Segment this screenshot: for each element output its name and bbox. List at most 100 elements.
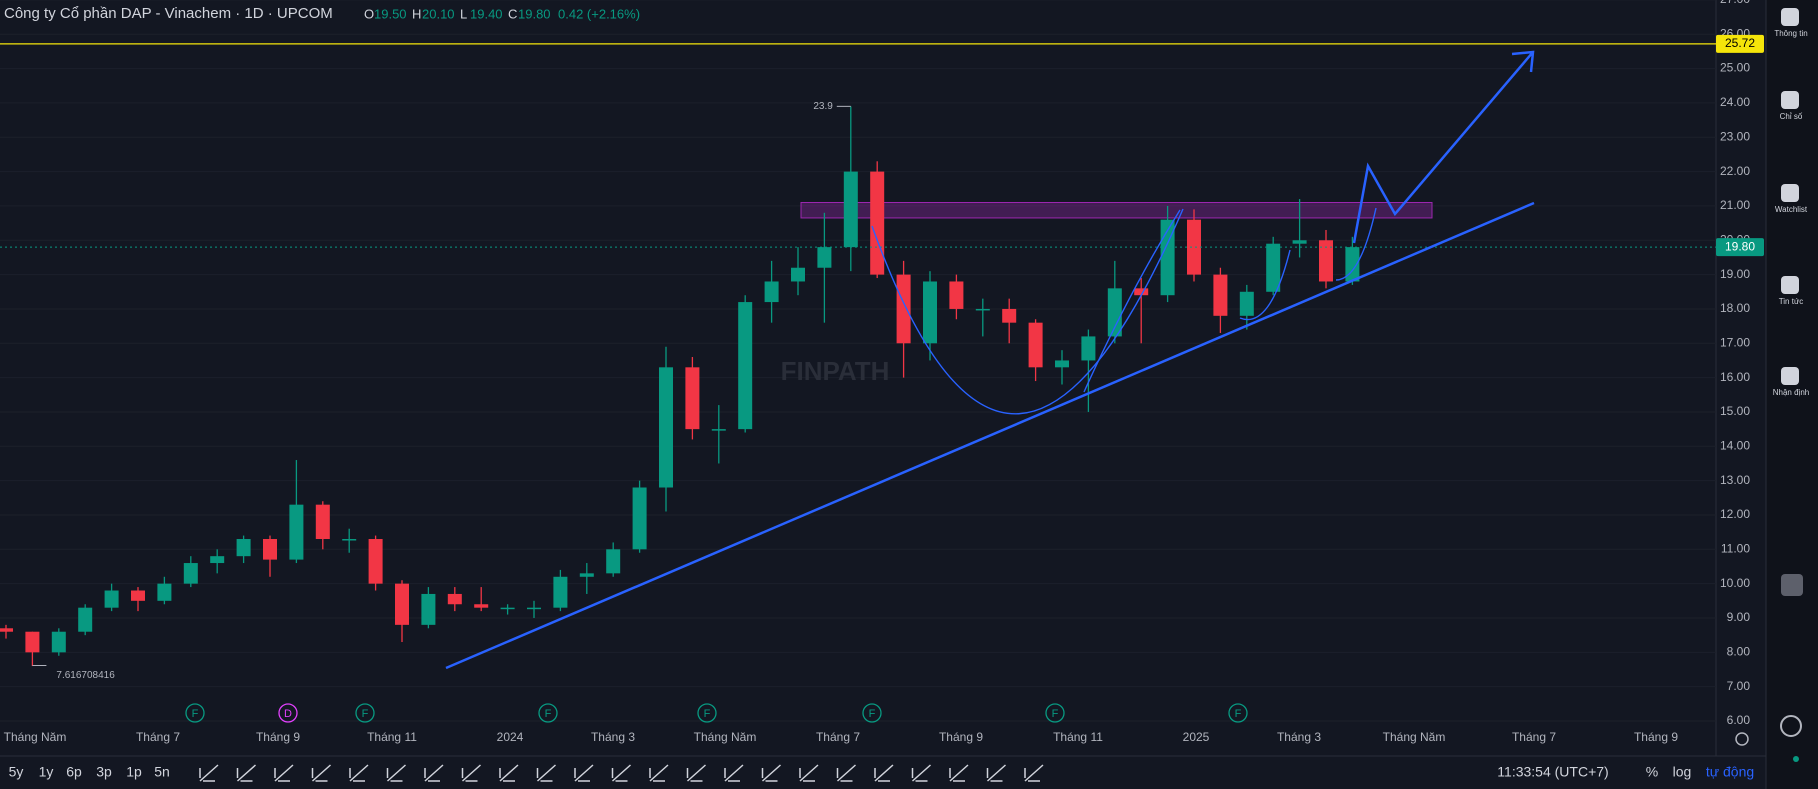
drawing-tool[interactable] [761,764,781,782]
drawing-tool[interactable] [649,764,669,782]
drawing-tool[interactable] [949,764,969,782]
drawing-tool[interactable] [799,764,819,782]
event-label: F [1235,708,1242,720]
ui: F D F F F F F F Công ty Cổ phần DAP - Vinachem ·… [4,5,1809,782]
plot: 6.00 7.00 8.00 9.00 10.00 11.00 12.00 13.00 14.0… [0,0,1764,744]
candle-body [104,590,119,608]
drawing-tool[interactable] [424,764,444,782]
range-button[interactable]: 6p [66,764,82,780]
candle-body [78,607,93,632]
event-marker[interactable] [538,703,558,723]
drawing-tool[interactable] [874,764,894,782]
clock: 11:33:54 (UTC+7) [1497,764,1608,780]
candle-body [315,504,330,540]
auto-toggle[interactable]: tự động [1706,764,1754,780]
sidebar-icon[interactable] [1781,276,1799,294]
candle-body [1160,219,1175,296]
candle-body [659,367,673,488]
candle-body [817,247,832,268]
settings-icon[interactable] [1780,715,1802,737]
drawing-tool[interactable] [574,764,594,782]
candle-body [1345,247,1360,282]
ohlc-value: 20.10 [422,6,455,21]
ohlc-key: O [364,6,374,21]
sidebar-icon[interactable] [1781,574,1803,596]
drawing-tool[interactable] [499,764,519,782]
event-marker[interactable] [1045,703,1065,723]
candle-body [1266,243,1281,292]
candle-body [183,563,198,584]
candle-body [1081,336,1096,361]
drawing-tool[interactable] [986,764,1006,782]
candle-body [500,607,515,610]
y-tick-label: 15.00 [1720,404,1750,418]
x-tick-label: Tháng Năm [694,730,757,744]
x-tick-label: Tháng 3 [1277,730,1321,744]
drawing-tool[interactable] [686,764,706,782]
event-label: F [704,708,711,720]
drawing-tool[interactable] [536,764,556,782]
candle-body [25,631,40,653]
candle-body [1319,240,1333,282]
projection-arrow [1352,50,1535,244]
sidebar-label[interactable]: Chỉ số [1780,112,1803,121]
event-marker[interactable] [185,703,205,723]
x-tick-label: Tháng Năm [1383,730,1446,744]
x-tick-label: Tháng 3 [591,730,635,744]
drawing-tool[interactable] [311,764,331,782]
sidebar-label[interactable]: Tin tức [1779,297,1804,306]
y-tick-label: 10.00 [1720,576,1750,590]
event-marker[interactable] [1228,703,1248,723]
curve [1335,207,1377,281]
ohlc-key: L [460,6,467,21]
x-tick-label: 2024 [497,730,524,744]
sidebar-label[interactable]: Nhận định [1773,388,1809,397]
candle-body [553,576,568,608]
ohlc-value: 19.50 [374,6,407,21]
drawing-tool[interactable] [386,764,406,782]
percent-toggle[interactable]: % [1646,764,1658,780]
drawing-tool[interactable] [724,764,744,782]
event-marker[interactable] [355,703,375,723]
candle-body [1292,240,1307,244]
sidebar-icon[interactable] [1781,367,1799,385]
event-marker[interactable] [862,703,882,723]
y-tick-label: 23.00 [1720,129,1750,143]
candle-body [975,308,990,311]
range-button[interactable]: 1y [39,764,54,780]
candle-body [395,583,409,625]
resistance-zone [800,201,1433,219]
sidebar-icon[interactable] [1781,8,1799,26]
event-marker[interactable] [697,703,717,723]
x-tick-label: Tháng 11 [367,730,417,744]
range-button[interactable]: 5y [9,764,24,780]
log-toggle[interactable]: log [1673,764,1692,780]
drawing-tool[interactable] [911,764,931,782]
drawing-tool[interactable] [1024,764,1044,782]
drawing-tool[interactable] [349,764,369,782]
x-tick-label: Tháng 9 [256,730,300,744]
drawing-tool[interactable] [199,764,219,782]
drawing-tool[interactable] [236,764,256,782]
x-tick-label: 2025 [1183,730,1210,744]
candle-body [579,573,594,577]
sidebar-icon[interactable] [1781,91,1799,109]
range-button[interactable]: 1p [126,764,142,780]
drawing-tool[interactable] [611,764,631,782]
candle-body [896,274,911,344]
drawing-tool[interactable] [461,764,481,782]
level-tag [1716,34,1764,53]
event-marker[interactable] [278,703,298,723]
candle-body [711,429,726,431]
axis-settings[interactable] [1735,732,1749,746]
range-button[interactable]: 5n [154,764,170,780]
event-label: F [192,708,199,720]
ohlc-key: H [412,6,421,21]
drawing-tool[interactable] [836,764,856,782]
drawing-tool[interactable] [274,764,294,782]
sidebar-label[interactable]: Thông tin [1774,29,1807,38]
sidebar-label[interactable]: Watchlist [1775,205,1808,214]
range-button[interactable]: 3p [96,764,112,780]
sidebar-icon[interactable] [1781,184,1799,202]
sidebar-bg [1766,0,1818,789]
